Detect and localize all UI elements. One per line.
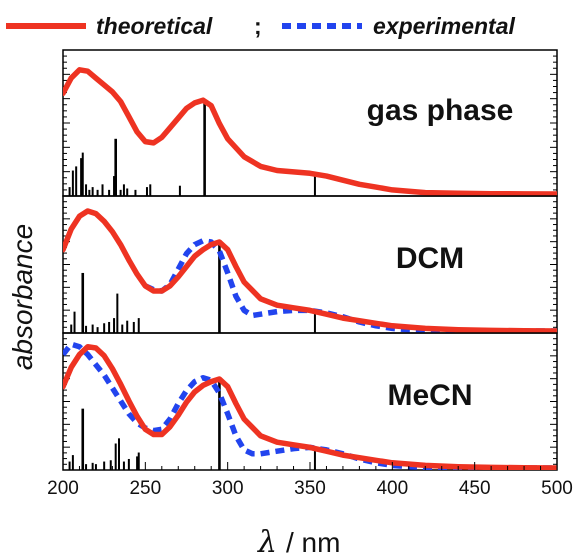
legend-separator: ; bbox=[254, 13, 262, 39]
legend-experimental-label: experimental bbox=[373, 13, 516, 39]
x-axis-label-symbol: λ bbox=[257, 525, 277, 559]
theoretical-line-gas-phase bbox=[63, 67, 557, 196]
x-tick-label-250: 250 bbox=[129, 478, 161, 499]
legend-theoretical-label: theoretical bbox=[96, 13, 213, 39]
x-axis-ticks: 200 250 300 350 400 450 500 bbox=[47, 462, 573, 499]
panel-label-mecn: MeCN bbox=[387, 379, 472, 412]
panel-mecn: MeCN bbox=[62, 332, 558, 471]
stick-spectrum bbox=[68, 102, 316, 196]
theoretical-line-dcm bbox=[63, 208, 557, 333]
x-axis-label: λ / nm bbox=[257, 525, 340, 559]
y-axis-label: absorbance bbox=[7, 224, 38, 370]
x-tick-label-200: 200 bbox=[47, 478, 79, 499]
legend: theoretical ; experimental bbox=[6, 13, 516, 39]
panel-label-dcm: DCM bbox=[396, 242, 464, 275]
panel-label-gas-phase: gas phase bbox=[367, 94, 514, 127]
stick-spectrum bbox=[68, 378, 316, 470]
x-tick-label-500: 500 bbox=[541, 478, 573, 499]
panel-gas-phase: gas phase bbox=[62, 49, 558, 197]
x-tick-label-450: 450 bbox=[459, 478, 491, 499]
y-axis-ticks bbox=[63, 55, 557, 191]
x-tick-label-400: 400 bbox=[376, 478, 408, 499]
y-axis-ticks bbox=[63, 201, 557, 328]
panel-dcm: DCM bbox=[62, 195, 558, 334]
x-tick-label-300: 300 bbox=[212, 478, 244, 499]
theoretical-line-mecn bbox=[63, 343, 557, 470]
x-tick-label-350: 350 bbox=[294, 478, 326, 499]
experimental-line-dcm bbox=[144, 237, 557, 333]
x-axis-label-unit: / nm bbox=[286, 527, 340, 558]
